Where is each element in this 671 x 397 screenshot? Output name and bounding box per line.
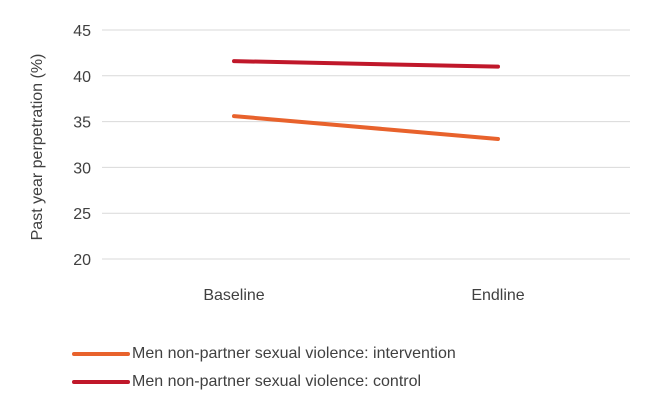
y-axis-label: Past year perpetration (%)	[29, 54, 46, 241]
legend-item-control: Men non-partner sexual violence: control	[72, 368, 456, 396]
legend-swatch-intervention	[72, 352, 130, 356]
x-tick-label: Baseline	[203, 287, 264, 304]
legend: Men non-partner sexual violence: interve…	[72, 340, 456, 396]
x-tick-label: Endline	[471, 287, 524, 304]
legend-label-intervention: Men non-partner sexual violence: interve…	[132, 345, 456, 362]
y-tick-label: 25	[73, 206, 91, 223]
y-tick-label: 30	[73, 160, 91, 177]
x-axis-ticks: Baseline Endline	[203, 287, 524, 304]
y-axis-ticks: 20 25 30 35 40 45	[73, 23, 91, 269]
legend-swatch-control	[72, 380, 130, 384]
legend-item-intervention: Men non-partner sexual violence: interve…	[72, 340, 456, 368]
series-line-1	[232, 59, 500, 69]
gridlines	[102, 29, 630, 260]
series-line-0	[232, 114, 500, 142]
legend-label-control: Men non-partner sexual violence: control	[132, 373, 422, 390]
series-lines	[232, 59, 500, 142]
y-tick-label: 20	[73, 252, 91, 269]
y-tick-label: 40	[73, 69, 91, 86]
y-tick-label: 45	[73, 23, 91, 40]
y-tick-label: 35	[73, 115, 91, 132]
